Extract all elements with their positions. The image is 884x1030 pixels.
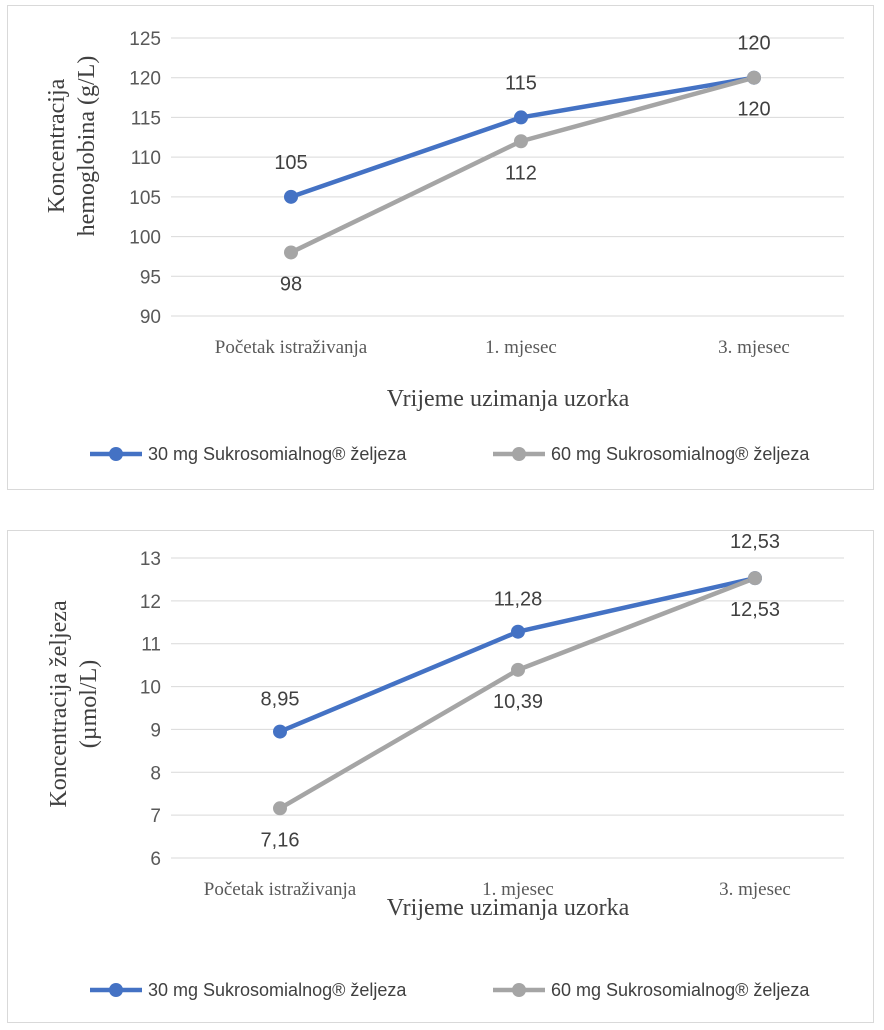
y-tick-label: 105 xyxy=(129,188,161,209)
y-axis-title-line2: hemoglobina (g/L) xyxy=(74,56,100,237)
y-tick-label: 95 xyxy=(140,267,161,288)
hemoglobin-chart-svg: 125 120 115 110 105 100 95 90 Početak istraživan… xyxy=(44,29,844,464)
y-tick-label: 10 xyxy=(140,678,161,699)
x-tick-label: Početak istraživanja xyxy=(204,879,357,900)
x-axis-title: Vrijeme uzimanja uzorka xyxy=(387,895,630,921)
data-label: 10,39 xyxy=(493,691,543,713)
legend-label: 60 mg Sukrosomialnog® željeza xyxy=(551,444,810,464)
y-tick-label: 12 xyxy=(140,592,161,613)
data-point xyxy=(748,571,762,586)
legend-label: 30 mg Sukrosomialnog® željeza xyxy=(148,444,407,464)
data-point xyxy=(747,70,761,85)
data-label: 7,16 xyxy=(261,829,300,851)
y-axis-title-2: (µmol/L) xyxy=(76,660,102,748)
y-tick-label: 13 xyxy=(140,549,161,570)
x-tick-label: 3. mjesec xyxy=(719,879,791,900)
y-axis-title-2: hemoglobina (g/L) xyxy=(74,56,100,237)
data-point xyxy=(284,189,298,204)
data-point xyxy=(511,624,525,639)
data-point xyxy=(284,245,298,260)
legend-marker xyxy=(512,447,526,461)
data-label: 98 xyxy=(280,273,302,295)
data-label: 8,95 xyxy=(261,689,300,711)
y-tick-label: 115 xyxy=(131,108,161,129)
y-tick-label: 100 xyxy=(129,228,161,249)
y-tick-label: 120 xyxy=(129,69,161,90)
y-axis-title: Koncentracija xyxy=(44,78,70,213)
iron-chart-svg: 13 12 11 10 9 8 7 6 Početak istraživanja 1. mjese… xyxy=(46,531,844,1000)
y-axis-title-line1: Koncentracija željeza xyxy=(46,600,72,808)
data-label: 11,28 xyxy=(494,589,543,611)
x-tick-label: Početak istraživanja xyxy=(215,337,368,358)
x-tick-label: 3. mjesec xyxy=(718,337,790,358)
y-tick-label: 90 xyxy=(140,307,161,328)
x-axis-title: Vrijeme uzimanja uzorka xyxy=(387,386,630,412)
data-point xyxy=(511,662,525,677)
y-tick-label: 110 xyxy=(131,148,161,169)
y-axis-title: Koncentracija željeza xyxy=(46,600,72,808)
data-point xyxy=(514,134,528,149)
y-tick-label: 9 xyxy=(150,720,161,741)
y-tick-label: 11 xyxy=(141,635,161,656)
y-tick-label: 6 xyxy=(150,849,161,870)
x-tick-label: 1. mjesec xyxy=(485,337,557,358)
y-axis-title-line2: (µmol/L) xyxy=(76,660,102,748)
legend-label: 30 mg Sukrosomialnog® željeza xyxy=(148,980,407,1000)
data-label: 112 xyxy=(505,162,537,184)
y-tick-label: 8 xyxy=(150,763,161,784)
data-point xyxy=(273,724,287,739)
y-tick-label: 7 xyxy=(150,806,161,827)
legend-marker xyxy=(109,983,123,997)
legend-marker xyxy=(109,447,123,461)
data-label: 120 xyxy=(737,33,770,55)
data-point xyxy=(273,801,287,816)
legend-marker xyxy=(512,983,526,997)
legend-label: 60 mg Sukrosomialnog® željeza xyxy=(551,980,810,1000)
data-point xyxy=(514,110,528,125)
iron-chart: 13 12 11 10 9 8 7 6 Početak istraživanja 1. mjese… xyxy=(7,530,874,1023)
data-label: 12,53 xyxy=(730,599,780,621)
data-label: 120 xyxy=(737,99,770,121)
y-tick-label: 125 xyxy=(129,29,161,50)
data-label: 12,53 xyxy=(730,531,780,553)
data-label: 115 xyxy=(505,72,537,94)
x-tick-label: 1. mjesec xyxy=(482,879,554,900)
y-axis-title-line1: Koncentracija xyxy=(44,78,70,213)
hemoglobin-chart: 125 120 115 110 105 100 95 90 Početak istraživan… xyxy=(7,5,874,490)
data-label: 105 xyxy=(274,152,307,174)
